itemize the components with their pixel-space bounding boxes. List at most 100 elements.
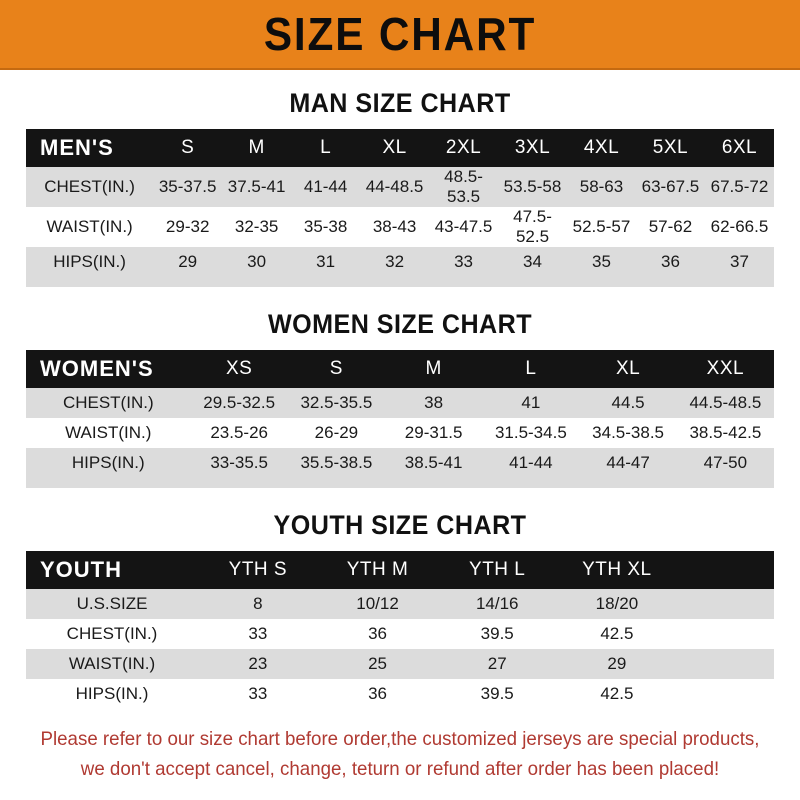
youth-cell-r2-c0: 23 [248, 654, 268, 673]
table-row: HIPS(IN.) 33 36 39.5 42.5 [26, 679, 774, 709]
youth-row-label-3: HIPS(IN.) [75, 684, 149, 703]
women-cell-r2-c5: 47-50 [703, 453, 748, 472]
women-cell-r1-c2: 29-31.5 [404, 423, 463, 442]
man-row-label-2: HIPS(IN.) [53, 252, 126, 271]
man-cell-r2-c8: 37 [730, 252, 749, 271]
man-cell-r1-c4: 43-47.5 [434, 217, 493, 236]
man-cell-r0-c8: 67.5-72 [710, 177, 769, 196]
man-cell-r1-c2: 35-38 [303, 217, 348, 236]
youth-cell-r0-c2: 14/16 [475, 594, 519, 613]
youth-cell-r2-c3: 29 [607, 654, 627, 673]
women-cell-r0-c5: 44.5-48.5 [689, 393, 762, 412]
women-cell-r0-c4: 44.5 [611, 393, 645, 412]
man-cell-r0-c0: 35-37.5 [158, 177, 217, 196]
women-cell-r1-c0: 23.5-26 [210, 423, 268, 442]
women-cell-r2-c3: 41-44 [509, 453, 553, 472]
youth-cell-r3-c2: 39.5 [480, 684, 514, 703]
man-corner-label: MEN'S [40, 135, 114, 160]
man-size-header-6: 4XL [583, 137, 620, 158]
youth-size-header-3: YTH XL [582, 559, 652, 580]
youth-size-header-1: YTH M [346, 559, 409, 580]
man-cell-r0-c7: 63-67.5 [641, 177, 700, 196]
youth-row-label-0: U.S.SIZE [76, 594, 148, 613]
youth-corner-label: YOUTH [40, 557, 122, 582]
youth-row-label-2: WAIST(IN.) [68, 654, 156, 673]
youth-size-header-blank-0 [677, 551, 774, 589]
youth-cell-r0-c1: 10/12 [356, 594, 399, 613]
man-cell-r1-c6: 52.5-57 [572, 217, 631, 236]
youth-cell-blank-r2-0 [677, 649, 774, 679]
youth-cell-r2-c1: 25 [368, 654, 387, 673]
youth-table-bottom-band [26, 709, 774, 719]
women-row-label-2: HIPS(IN.) [71, 453, 145, 472]
man-cell-r2-c5: 34 [523, 252, 542, 271]
man-section-heading: MAN SIZE CHART [289, 88, 511, 118]
women-cell-r1-c5: 38.5-42.5 [689, 423, 762, 442]
man-cell-r1-c3: 38-43 [372, 217, 417, 236]
man-size-table-block: MEN'S S M L XL 2XL 3XL 4XL 5XL 6XL CHEST(IN.) 35-… [0, 129, 800, 287]
man-cell-r0-c1: 37.5-41 [227, 177, 286, 196]
man-cell-r2-c2: 31 [316, 252, 336, 271]
man-cell-r2-c3: 32 [385, 252, 405, 271]
man-row-label-0: CHEST(IN.) [44, 177, 135, 196]
table-row: U.S.SIZE 8 10/12 14/16 18/20 [26, 589, 774, 619]
man-cell-r1-c8: 62-66.5 [710, 217, 769, 236]
page-title: SIZE CHART [263, 8, 537, 60]
order-policy-note-line-2: we don't accept cancel, change, teturn o… [80, 757, 720, 780]
women-corner-label: WOMEN'S [40, 356, 154, 381]
women-table-header-row: WOMEN'S XS S M L XL XXL [26, 350, 774, 388]
man-size-header-7: 5XL [652, 137, 689, 158]
table-row: WAIST(IN.) 23.5-26 26-29 29-31.5 31.5-34.5 34… [26, 418, 774, 448]
women-size-header-5: XXL [706, 358, 745, 379]
man-cell-r0-c2: 41-44 [303, 177, 348, 196]
women-row-label-0: CHEST(IN.) [62, 393, 154, 412]
man-cell-r0-c4: 48.5-53.5 [444, 167, 483, 206]
youth-cell-r1-c0: 33 [248, 624, 268, 643]
man-table-bottom-band [26, 277, 774, 287]
youth-cell-r3-c0: 33 [248, 684, 268, 703]
man-cell-r1-c0: 29-32 [165, 217, 210, 236]
youth-cell-r1-c2: 39.5 [480, 624, 514, 643]
man-cell-r1-c7: 57-62 [648, 217, 693, 236]
women-size-header-2: M [425, 358, 442, 379]
table-row: CHEST(IN.) 33 36 39.5 42.5 [26, 619, 774, 649]
women-size-table: WOMEN'S XS S M L XL XXL CHEST(IN.) 29.5-32.5 32… [26, 350, 774, 478]
women-cell-r1-c1: 26-29 [314, 423, 359, 442]
women-cell-r2-c2: 38.5-41 [404, 453, 463, 472]
table-row: WAIST(IN.) 29-32 32-35 35-38 38-43 43-47.5 47.… [26, 207, 774, 247]
youth-size-header-2: YTH L [469, 559, 526, 580]
women-cell-r0-c1: 32.5-35.5 [300, 393, 373, 412]
man-table-header-row: MEN'S S M L XL 2XL 3XL 4XL 5XL 6XL [26, 129, 774, 167]
order-policy-note-line-1: Please refer to our size chart before or… [40, 727, 760, 750]
women-cell-r2-c0: 33-35.5 [210, 453, 268, 472]
women-table-bottom-band [26, 478, 774, 488]
youth-cell-r0-c3: 18/20 [595, 594, 639, 613]
youth-size-table: YOUTH YTH S YTH M YTH L YTH XL U.S.SIZE 8 10/… [26, 551, 774, 709]
man-size-table: MEN'S S M L XL 2XL 3XL 4XL 5XL 6XL CHEST(IN.) 35-… [26, 129, 774, 277]
man-size-header-0: S [181, 137, 195, 158]
youth-cell-r3-c1: 36 [368, 684, 387, 703]
women-cell-r2-c4: 44-47 [606, 453, 650, 472]
women-size-header-1: S [329, 358, 343, 379]
man-size-header-8: 6XL [721, 137, 758, 158]
youth-cell-blank-r1-0 [677, 619, 774, 649]
man-size-header-2: L [320, 137, 332, 158]
women-size-header-0: XS [225, 358, 253, 379]
youth-cell-r3-c3: 42.5 [600, 684, 634, 703]
man-cell-r0-c5: 53.5-58 [503, 177, 562, 196]
women-cell-r1-c4: 34.5-38.5 [592, 423, 665, 442]
youth-cell-r2-c2: 27 [487, 654, 507, 673]
man-size-header-3: XL [382, 137, 407, 158]
table-row: CHEST(IN.) 35-37.5 37.5-41 41-44 44-48.5 48.5… [26, 167, 774, 207]
women-cell-r0-c3: 41 [521, 393, 541, 412]
man-row-label-1: WAIST(IN.) [46, 217, 133, 236]
man-size-header-4: 2XL [445, 137, 482, 158]
women-size-header-3: L [525, 358, 537, 379]
youth-section-heading: YOUTH SIZE CHART [273, 510, 527, 540]
youth-cell-r0-c0: 8 [253, 594, 263, 613]
man-cell-r0-c6: 58-63 [579, 177, 624, 196]
youth-cell-r1-c1: 36 [368, 624, 387, 643]
man-cell-r0-c3: 44-48.5 [365, 177, 424, 196]
man-cell-r2-c1: 30 [247, 252, 267, 271]
